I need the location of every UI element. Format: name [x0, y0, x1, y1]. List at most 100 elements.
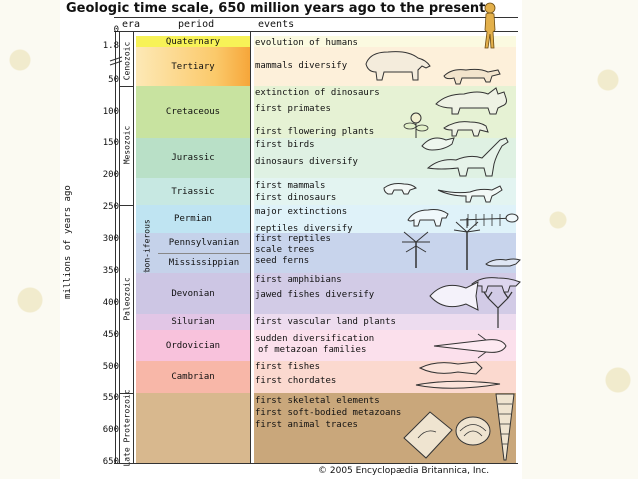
period-ordovician: Ordovician: [136, 330, 250, 361]
tick-label: 500: [102, 362, 119, 372]
era-divider: [119, 205, 134, 206]
event-text: first animal traces: [255, 420, 358, 430]
early-land-plant-icon: [483, 291, 513, 328]
tick-label: 550: [102, 393, 119, 403]
period-quaternary: Quaternary: [136, 36, 250, 47]
events-band-silurian: [254, 314, 516, 330]
event-text: reptiles diversify: [255, 224, 353, 234]
event-text: evolution of humans: [255, 38, 358, 48]
tick-label: 600: [102, 425, 119, 435]
period-jurassic: Jurassic: [136, 138, 250, 178]
reptile-skeleton-icon: [459, 213, 519, 226]
jawless-fish-icon: [418, 361, 483, 375]
small-dinosaur-icon: [443, 121, 489, 137]
human-figure-icon: [484, 2, 496, 49]
period-subdivider: [158, 253, 250, 254]
nautiloid-icon: [433, 333, 507, 359]
tick-label: 650: [102, 457, 119, 467]
era-mesozoic: Mesozoic: [122, 125, 131, 165]
header-era: era: [122, 19, 141, 30]
event-text: major extinctions: [255, 207, 348, 217]
chordate-icon: [415, 380, 501, 389]
era-column-right-rule: [133, 31, 134, 463]
event-text: first mammals: [255, 181, 326, 191]
event-text: extinction of dinosaurs: [255, 88, 380, 98]
tick-label: 100: [102, 107, 119, 117]
event-text: dinosaurs diversify: [255, 157, 358, 167]
header-period: period: [178, 19, 215, 30]
event-text: first vascular land plants: [255, 317, 396, 327]
tick-label: 300: [102, 234, 119, 244]
period-tertiary: Tertiary: [136, 47, 250, 86]
era-divider: [119, 393, 134, 394]
header-events: events: [258, 19, 295, 30]
period-silurian: Silurian: [136, 314, 250, 330]
event-text: first skeletal elements: [255, 396, 380, 406]
carboniferous-label: Carbon-iferous: [136, 219, 158, 287]
fossil-trace-slab-icon: [403, 411, 453, 459]
event-text: first soft-bodied metazoans: [255, 408, 402, 418]
geologic-time-scale-figure: Geologic time scale, 650 million years a…: [60, 0, 522, 479]
event-text: first dinosaurs: [255, 193, 337, 203]
header-top-rule: [114, 17, 518, 18]
period-triassic: Triassic: [136, 178, 250, 205]
events-band-quaternary: [254, 36, 516, 47]
bottom-rule: [114, 463, 518, 464]
event-text: first flowering plants: [255, 127, 375, 137]
event-text: sudden diversification: [255, 334, 375, 344]
tick-label: 450: [102, 330, 119, 340]
period-mississippian: Mississippian: [158, 253, 250, 273]
small-mammal-icon: [443, 68, 501, 85]
y-axis-line: [115, 31, 116, 463]
sauropod-dinosaur-icon: [426, 137, 509, 177]
rhinoceros-mammal-icon: [365, 51, 431, 81]
event-text: first chordates: [255, 376, 337, 386]
event-text: of metazoan families: [258, 345, 367, 355]
era-late-proterozoic: Late Proterozoic: [122, 389, 131, 467]
period-pennsylvanian: Pennsylvanian: [158, 233, 250, 253]
figure-title: Geologic time scale, 650 million years a…: [66, 1, 486, 16]
early-mammal-icon: [383, 183, 417, 195]
cone-fossil-icon: [495, 393, 515, 461]
seed-fern-tree-icon: [402, 231, 430, 268]
period-cambrian: Cambrian: [136, 361, 250, 393]
event-text: seed ferns: [255, 256, 310, 266]
era-divider: [119, 86, 134, 87]
event-text: first fishes: [255, 362, 321, 372]
event-text: mammals diversify: [255, 61, 348, 71]
bird-icon: [421, 137, 455, 151]
mammal-like-reptile-icon: [407, 209, 449, 227]
tick-label: 1.8: [102, 41, 119, 51]
reptile-icon: [485, 258, 521, 267]
period-late-proterozoic-band: [136, 393, 250, 463]
y-axis-label: millions of years ago: [63, 185, 73, 299]
tick-label: 200: [102, 170, 119, 180]
copyright-notice: © 2005 Encyclopædia Britannica, Inc.: [318, 466, 490, 476]
triceratops-icon: [435, 87, 507, 115]
tick-label: 0: [113, 25, 119, 35]
era-paleozoic: Paleozoic: [122, 277, 131, 321]
tick-label: 250: [102, 202, 119, 212]
header-bottom-rule: [114, 31, 518, 32]
era-cenozoic: Cenozoic: [122, 41, 131, 80]
event-text: scale trees: [255, 245, 315, 255]
period-cretaceous: Cretaceous: [136, 86, 250, 138]
event-text: first primates: [255, 104, 331, 114]
events-band-carboniferous: [254, 233, 516, 273]
tick-label: 400: [102, 298, 119, 308]
event-text: first birds: [255, 140, 315, 150]
period-column-right-rule: [250, 31, 251, 463]
tick-label: 50: [108, 75, 119, 85]
flowering-plant-icon: [403, 112, 429, 138]
shell-fossil-icon: [455, 416, 491, 446]
early-dinosaur-icon: [437, 185, 503, 203]
axis-break-icon: [109, 56, 123, 66]
jawed-fish-icon: [429, 281, 479, 311]
events-band-permian: [254, 205, 516, 233]
period-devonian: Devonian: [136, 273, 250, 314]
scale-tree-icon: [453, 218, 481, 270]
tick-label: 150: [102, 138, 119, 148]
tick-label: 350: [102, 266, 119, 276]
era-column-left-rule: [119, 31, 120, 463]
event-text: jawed fishes diversify: [255, 290, 375, 300]
